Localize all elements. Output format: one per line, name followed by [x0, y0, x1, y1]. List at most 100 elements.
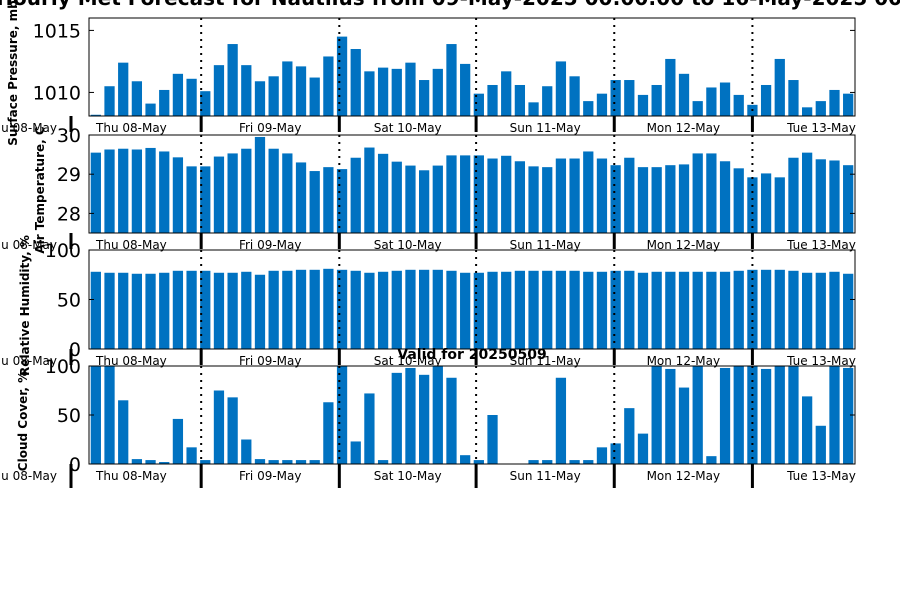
data-bar — [186, 270, 197, 349]
day-label: Fri 09-May — [239, 469, 302, 483]
data-bar — [596, 447, 608, 464]
data-bar — [309, 460, 320, 464]
data-bar — [624, 408, 635, 464]
data-bar — [665, 368, 676, 464]
day-label: Thu 08-May — [95, 121, 167, 135]
day-label: Fri 09-May — [239, 238, 302, 252]
data-bar — [295, 162, 307, 233]
data-bar — [350, 441, 361, 464]
y-axis-label: Cloud Cover, % — [16, 371, 30, 471]
data-bar — [487, 158, 498, 233]
data-bar — [583, 101, 594, 116]
day-label: Sun 11-May — [510, 121, 581, 135]
data-bar — [719, 271, 731, 349]
data-bar — [747, 269, 758, 349]
data-bar — [131, 273, 143, 349]
data-bar — [309, 171, 320, 233]
data-bar — [227, 44, 238, 116]
data-bar — [651, 167, 662, 233]
data-bar — [309, 77, 320, 116]
data-bar — [596, 271, 608, 349]
data-bar — [446, 377, 457, 464]
data-bar — [405, 62, 416, 116]
data-bar — [692, 271, 703, 349]
data-bar — [405, 165, 416, 233]
data-bar — [829, 366, 840, 464]
data-bar — [542, 460, 553, 464]
data-bar — [104, 149, 115, 233]
data-bar — [159, 272, 170, 349]
data-bar — [733, 168, 744, 233]
data-bar — [487, 84, 498, 116]
data-bar — [323, 268, 334, 349]
data-bar — [501, 155, 512, 233]
data-bar — [391, 270, 402, 349]
data-bar — [596, 93, 608, 116]
data-bar — [90, 114, 101, 116]
data-bar — [295, 460, 307, 464]
data-bar — [145, 273, 156, 349]
data-bar — [487, 271, 498, 349]
data-bar — [172, 418, 184, 464]
data-bar — [637, 94, 649, 116]
data-bar — [719, 161, 731, 233]
day-label: Sat 10-May — [374, 354, 442, 368]
data-bar — [241, 148, 252, 233]
data-bar — [90, 271, 101, 349]
y-axis-label: Air Temperature, C — [33, 126, 47, 254]
data-bar — [528, 460, 539, 464]
data-bar — [118, 400, 129, 464]
y-axis-label: Relative Humidity, % — [18, 235, 32, 376]
data-bar — [336, 36, 348, 116]
data-bar — [774, 177, 785, 233]
data-bar — [569, 460, 580, 464]
day-label: Mon 12-May — [647, 469, 721, 483]
day-label-edge: u 08-May — [1, 469, 57, 483]
data-bar — [651, 84, 662, 116]
data-bar — [227, 397, 238, 464]
data-bar — [637, 167, 649, 233]
data-bar — [473, 93, 484, 116]
data-bar — [350, 270, 361, 349]
data-bar — [104, 86, 115, 116]
y-tick-label: 1010 — [33, 82, 81, 104]
data-bar — [282, 460, 293, 464]
panel-subtitle: Valid for 20250509 — [397, 347, 546, 363]
data-bar — [446, 44, 457, 116]
data-bar — [788, 270, 799, 349]
day-label: Tue 13-May — [786, 469, 856, 483]
data-bar — [692, 153, 703, 233]
data-bar — [131, 459, 143, 464]
day-label: Mon 12-May — [647, 121, 721, 135]
data-bar — [460, 155, 471, 233]
data-bar — [200, 460, 211, 464]
data-bar — [706, 87, 717, 116]
y-tick-label: 100 — [45, 356, 81, 378]
data-bar — [282, 61, 293, 116]
day-label: Sun 11-May — [510, 469, 581, 483]
data-bar — [774, 58, 785, 116]
data-bar — [159, 151, 170, 233]
data-bar — [118, 62, 129, 116]
day-label: Thu 08-May — [95, 354, 167, 368]
data-bar — [419, 80, 430, 116]
data-bar — [555, 158, 567, 233]
data-bar — [364, 272, 375, 349]
data-bar — [501, 71, 512, 116]
data-bar — [528, 270, 539, 349]
data-bar — [637, 272, 649, 349]
data-bar — [665, 58, 676, 116]
data-bar — [610, 80, 621, 116]
data-bar — [118, 272, 129, 349]
data-bar — [213, 156, 225, 233]
data-bar — [651, 366, 662, 464]
y-axis-label: Surface Pressure, mb — [6, 0, 20, 146]
data-bar — [815, 159, 826, 233]
data-bar — [706, 456, 717, 464]
data-bar — [719, 82, 731, 116]
data-bar — [829, 271, 840, 349]
data-bar — [460, 272, 471, 349]
data-bar — [733, 270, 744, 349]
